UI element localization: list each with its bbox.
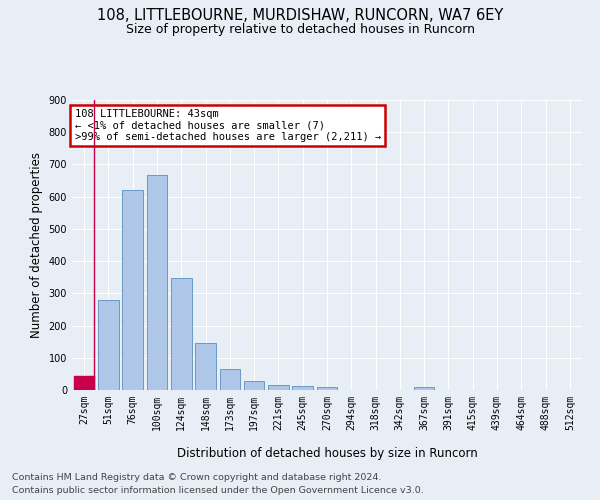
Bar <box>244 381 265 390</box>
Bar <box>98 300 119 390</box>
Bar <box>122 190 143 390</box>
Bar <box>195 344 216 390</box>
Text: Size of property relative to detached houses in Runcorn: Size of property relative to detached ho… <box>125 22 475 36</box>
Text: Contains HM Land Registry data © Crown copyright and database right 2024.: Contains HM Land Registry data © Crown c… <box>12 474 382 482</box>
Text: Contains public sector information licensed under the Open Government Licence v3: Contains public sector information licen… <box>12 486 424 495</box>
Text: Distribution of detached houses by size in Runcorn: Distribution of detached houses by size … <box>176 448 478 460</box>
Text: 108, LITTLEBOURNE, MURDISHAW, RUNCORN, WA7 6EY: 108, LITTLEBOURNE, MURDISHAW, RUNCORN, W… <box>97 8 503 22</box>
Bar <box>414 387 434 390</box>
Bar <box>292 386 313 390</box>
Bar <box>146 175 167 390</box>
Bar <box>317 388 337 390</box>
Bar <box>171 278 191 390</box>
Bar <box>74 376 94 390</box>
Y-axis label: Number of detached properties: Number of detached properties <box>30 152 43 338</box>
Bar <box>220 369 240 390</box>
Text: 108 LITTLEBOURNE: 43sqm
← <1% of detached houses are smaller (7)
>99% of semi-de: 108 LITTLEBOURNE: 43sqm ← <1% of detache… <box>74 108 381 142</box>
Bar <box>268 384 289 390</box>
